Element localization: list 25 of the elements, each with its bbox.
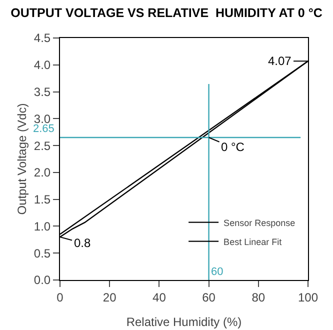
x-tick-label: 60 [202,290,216,304]
y-tick-label: 0.0 [34,273,51,288]
x-axis-title: Relative Humidity (%) [126,315,242,329]
y-tick-label: 2.5 [34,138,51,153]
legend-label: Best Linear Fit [224,236,282,247]
ref-line-label: 60 [211,266,224,278]
y-tick-label: 0.5 [34,246,51,260]
annotation: 0.8 [74,236,92,250]
y-tick-label: 4.0 [34,58,51,72]
y-tick-label: 4.5 [34,31,51,46]
y-tick-label: 2.0 [34,166,51,180]
legend-label: Sensor Response [224,218,296,228]
x-tick-label: 0 [56,290,64,304]
x-tick-label: 80 [252,290,266,304]
annotation: 4.07 [268,54,292,68]
chart-title: OUTPUT VOLTAGE VS RELATIVE HUMIDITY AT 0 °C [10,6,322,20]
y-tick-label: 3.5 [34,84,51,99]
x-tick-label: 20 [102,290,117,304]
ref-line-label: 2.65 [33,123,54,135]
y-tick-label: 1.0 [34,219,51,234]
x-tick-label: 40 [152,290,166,304]
y-tick-label: 1.5 [34,192,51,207]
y-axis-title: Output Voltage (Vdc) [15,103,29,215]
x-tick-label: 100 [298,290,318,304]
annotation: 0 °C [221,140,245,154]
